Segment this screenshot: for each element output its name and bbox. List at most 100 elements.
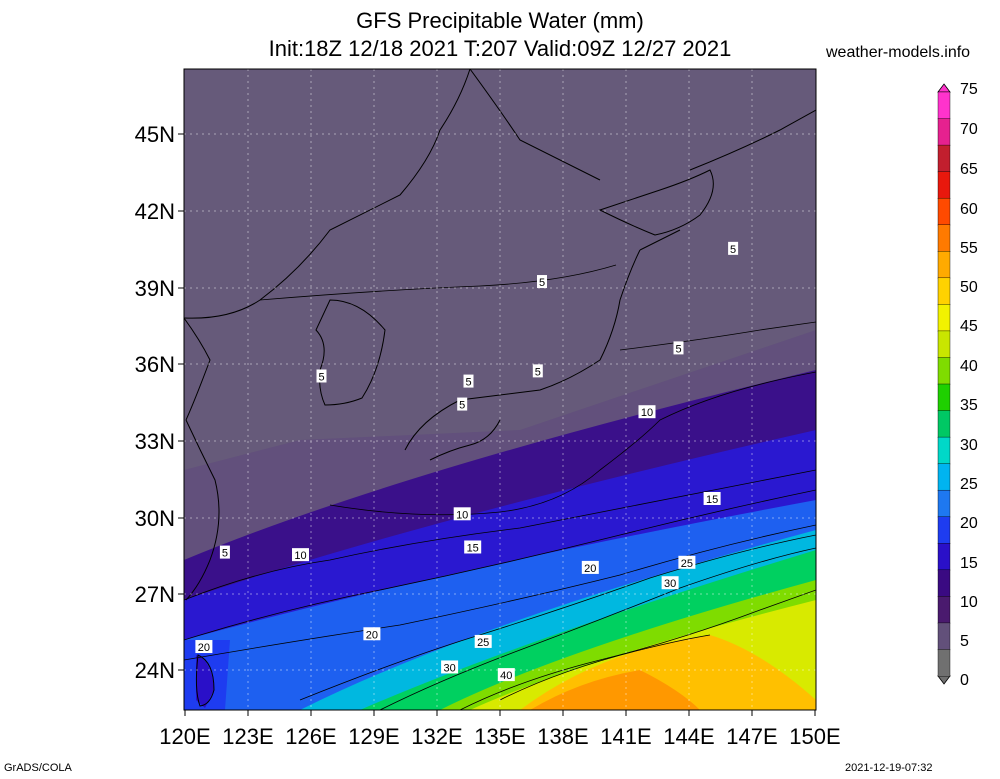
axis-ticks	[178, 133, 816, 716]
contour-label: 15	[467, 542, 479, 554]
contour-label-box	[532, 364, 543, 378]
footer-timestamp: 2021-12-19-07:32	[845, 762, 933, 774]
contour-label: 20	[584, 563, 596, 575]
colorbar-cell	[937, 357, 951, 385]
lon-label: 120E	[159, 724, 211, 749]
colorbar-label: 55	[960, 240, 978, 257]
contour-label-box	[195, 640, 213, 654]
coast-hokkaido	[598, 169, 714, 236]
colorbar-label: 45	[960, 318, 978, 335]
colorbar-label: 70	[960, 121, 978, 138]
colorbar-cell	[937, 251, 951, 279]
lon-label: 138E	[537, 724, 589, 749]
colorbar-cell	[937, 569, 951, 598]
colorbar-top-arrow	[937, 83, 951, 93]
contour-label-box	[441, 660, 459, 674]
lon-label: 129E	[348, 724, 400, 749]
coast-kurils	[689, 109, 816, 171]
colorbar-label: 60	[960, 201, 978, 218]
contour-label-box	[464, 540, 482, 554]
colorbar-label: 35	[960, 397, 978, 414]
contour-label-box	[457, 397, 468, 411]
colorbar-cell	[937, 516, 951, 544]
contour-label-box	[292, 548, 309, 562]
lon-label: 150E	[789, 724, 841, 749]
colorbar	[937, 83, 951, 685]
contour-label: 15	[706, 494, 718, 506]
contour-label: 5	[535, 366, 541, 378]
footer-credit: GrADS/COLA	[4, 762, 72, 774]
lon-label: 123E	[222, 724, 274, 749]
colorbar-bottom-arrow	[937, 675, 951, 685]
colorbar-cell	[937, 543, 951, 571]
contour-25	[299, 534, 816, 701]
contour-label: 5	[675, 343, 681, 355]
contour-label-box	[581, 560, 599, 574]
colorbar-cell	[937, 197, 951, 226]
contour-label: 5	[459, 400, 465, 412]
lat-label: 24N	[134, 658, 175, 683]
colorbar-cell	[937, 463, 951, 491]
contour-label: 25	[477, 637, 489, 649]
field-taiwan-core	[196, 655, 214, 708]
lat-label: 33N	[134, 429, 175, 454]
contour-label-box	[537, 275, 547, 289]
coast-china-east	[185, 419, 220, 601]
contour-label: 20	[366, 629, 378, 641]
contour-5b	[619, 321, 816, 351]
contour-label-box	[316, 369, 327, 383]
contour-15	[184, 489, 816, 641]
contour-label-box	[661, 576, 679, 590]
contour-label-box	[474, 634, 492, 648]
lat-label: 39N	[134, 276, 175, 301]
colorbar-cell	[937, 171, 951, 199]
contour-label: 20	[198, 642, 210, 654]
coast-taiwan	[195, 654, 215, 707]
coast-china	[184, 317, 211, 421]
contour-label-box	[219, 545, 230, 559]
lon-label: 141E	[600, 724, 652, 749]
colorbar-cell	[937, 622, 951, 651]
field-dry-band	[184, 69, 816, 470]
lon-label: 132E	[411, 724, 463, 749]
map-title: GFS Precipitable Water (mm)	[356, 8, 644, 33]
contour-10a	[184, 469, 816, 601]
contour-label: 30	[443, 662, 455, 674]
contour-label: 10	[456, 509, 468, 521]
colorbar-cell	[937, 224, 951, 252]
map-subtitle: Init:18Z 12/18 2021 T:207 Valid:09Z 12/2…	[268, 36, 732, 61]
coast-sakhalin	[469, 69, 601, 181]
colorbar-label: 50	[960, 279, 978, 296]
colorbar-cell	[937, 304, 951, 332]
contour-lines	[184, 264, 816, 710]
contour-label-box	[678, 555, 696, 569]
colorbar-cell	[937, 330, 951, 359]
contour-label-box	[363, 627, 381, 641]
contour-label: 25	[681, 558, 693, 570]
contour-label: 5	[539, 277, 545, 289]
colorbar-cell	[937, 596, 951, 624]
site-label: weather-models.info	[826, 44, 971, 61]
lon-label: 135E	[474, 724, 526, 749]
colorbar-cell	[937, 383, 951, 412]
contour-label-box	[673, 341, 684, 355]
contour-label-box	[638, 405, 656, 419]
contour-label: 5	[222, 548, 228, 560]
contour-30	[379, 547, 816, 710]
lat-label: 27N	[134, 582, 175, 607]
contour-label: 5	[730, 244, 736, 256]
coast-mainland-north	[184, 69, 471, 319]
lon-label: 144E	[663, 724, 715, 749]
contour-label: 10	[294, 550, 306, 562]
contour-label-box	[463, 374, 474, 388]
colorbar-cell	[937, 91, 951, 120]
contour-5a	[259, 264, 617, 301]
colorbar-cell	[937, 489, 951, 518]
contour-label: 5	[318, 371, 324, 383]
coast-shikoku	[429, 419, 501, 461]
contour-label-box	[703, 491, 721, 505]
contour-label: 5	[465, 377, 471, 389]
contour-label: 30	[664, 578, 676, 590]
